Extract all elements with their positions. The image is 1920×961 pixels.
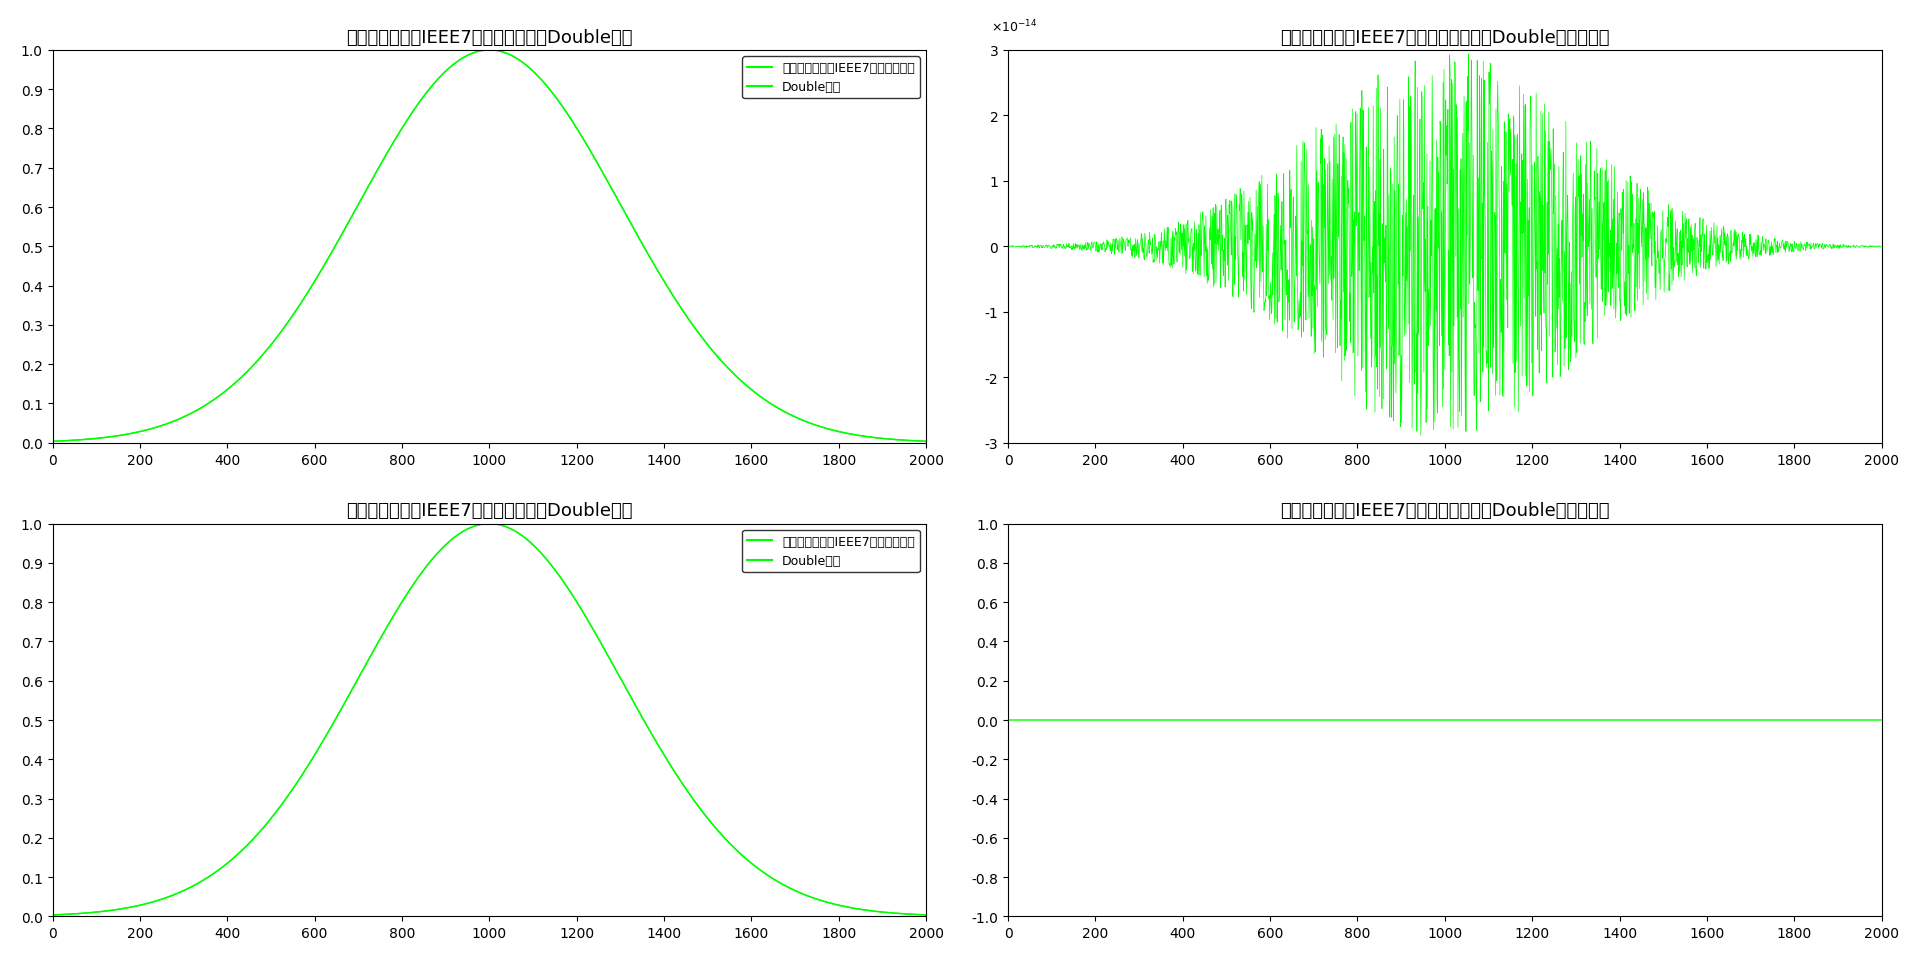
Legend: 十进制格式存储IEEE7的双精度类型, Double类型: 十进制格式存储IEEE7的双精度类型, Double类型 — [743, 57, 920, 99]
Title: 二进制格式存储IEEE7的双精度类型相对Double类型的误差: 二进制格式存储IEEE7的双精度类型相对Double类型的误差 — [1281, 502, 1609, 520]
Title: 十进制格式存储IEEE7的双精度类型相对Double类型的误差: 十进制格式存储IEEE7的双精度类型相对Double类型的误差 — [1281, 29, 1609, 46]
Title: 十进制格式存储IEEE7的双精度类型和Double类型: 十进制格式存储IEEE7的双精度类型和Double类型 — [346, 29, 632, 46]
Title: 二进制格式存储IEEE7的双精度类型和Double类型: 二进制格式存储IEEE7的双精度类型和Double类型 — [346, 502, 632, 520]
Text: ×10$^{-14}$: ×10$^{-14}$ — [991, 18, 1037, 36]
Legend: 二进制格式存储IEEE7的双精度类型, Double类型: 二进制格式存储IEEE7的双精度类型, Double类型 — [743, 530, 920, 573]
